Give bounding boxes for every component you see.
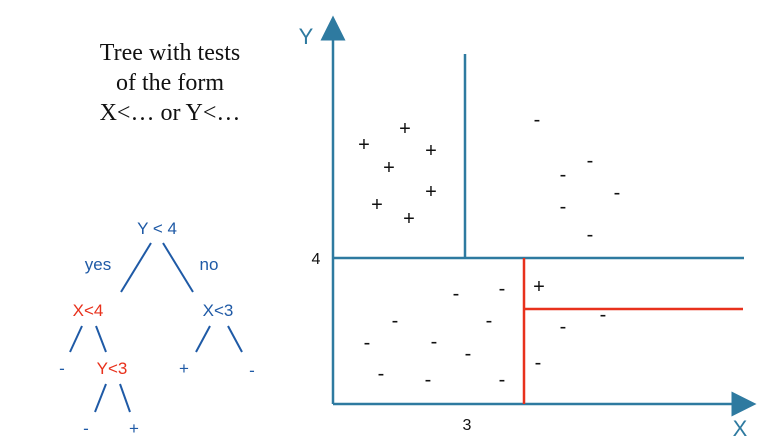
- positive-point: +: [533, 276, 545, 298]
- negative-point: -: [560, 164, 567, 186]
- edge-root-right: [162, 242, 194, 293]
- negative-point: -: [587, 150, 594, 172]
- caption: Tree with tests of the form X<… or Y<…: [100, 40, 241, 126]
- tree-leaf-right-left: +: [179, 359, 189, 378]
- tree-leaf-right-right: -: [249, 361, 255, 380]
- negative-point: -: [587, 224, 594, 246]
- tree-node-left-sub-test: Y<3: [97, 359, 128, 378]
- negative-point: -: [600, 304, 607, 326]
- tree-leaf-sub-right: +: [129, 419, 139, 438]
- positive-point: +: [399, 118, 411, 140]
- x-axis-label: X: [733, 416, 748, 441]
- tree-node-left-test: X<4: [73, 301, 104, 320]
- caption-line-3: X<… or Y<…: [100, 100, 241, 126]
- y-axis-label: Y: [299, 24, 314, 49]
- edge-root-left: [120, 242, 152, 293]
- y-tick-label: 4: [312, 251, 321, 268]
- edge-right-left: [195, 325, 211, 353]
- negative-point: -: [378, 363, 385, 385]
- negative-point: -: [453, 283, 460, 305]
- positive-point: +: [358, 134, 370, 156]
- data-points: ++ +++++------- -- -- --- - ----+: [358, 109, 620, 391]
- tree-leaf-left-left: -: [59, 359, 65, 378]
- negative-point: -: [534, 109, 541, 131]
- positive-point: +: [371, 194, 383, 216]
- negative-point: -: [560, 316, 567, 338]
- positive-point: +: [383, 157, 395, 179]
- negative-point: -: [392, 310, 399, 332]
- edge-label-no: no: [200, 255, 219, 274]
- edge-label-yes: yes: [85, 255, 111, 274]
- negative-point: -: [364, 332, 371, 354]
- negative-point: -: [486, 310, 493, 332]
- negative-point: -: [535, 352, 542, 374]
- edge-right-right: [227, 325, 243, 353]
- tree-leaf-sub-left: -: [83, 419, 89, 438]
- edge-sub-left: [94, 383, 107, 413]
- negative-point: -: [614, 182, 621, 204]
- negative-point: -: [499, 369, 506, 391]
- positive-point: +: [403, 208, 415, 230]
- caption-line-1: Tree with tests: [100, 40, 240, 66]
- positive-point: +: [425, 140, 437, 162]
- edge-left-right: [95, 325, 107, 353]
- edge-sub-right: [119, 383, 131, 413]
- edge-left-left: [69, 325, 83, 353]
- negative-point: -: [431, 331, 438, 353]
- x-tick-label: 3: [463, 417, 472, 434]
- negative-point: -: [560, 196, 567, 218]
- negative-point: -: [499, 278, 506, 300]
- positive-point: +: [425, 181, 437, 203]
- negative-point: -: [465, 343, 472, 365]
- negative-point: -: [425, 369, 432, 391]
- decision-tree: Y < 4 yes no X<4 X<3 - Y<3 + - - +: [59, 219, 255, 438]
- partition-plot: Y X 4 3 ++ +++++------- -- -- --- - ----+: [299, 15, 757, 441]
- caption-line-2: of the form: [116, 70, 224, 96]
- tree-node-right-test: X<3: [203, 301, 234, 320]
- tree-root: Y < 4: [137, 219, 177, 238]
